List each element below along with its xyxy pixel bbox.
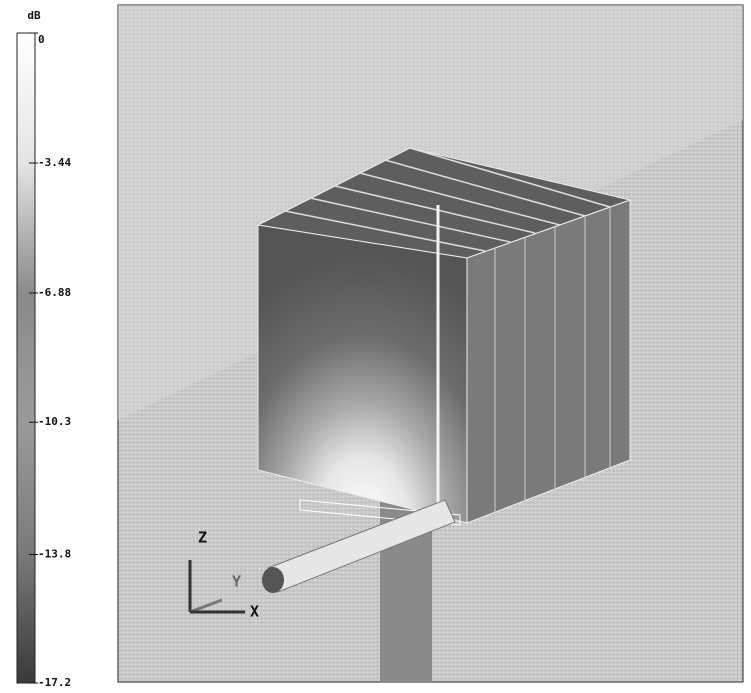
tick-label: -13.8 <box>38 548 71 561</box>
side-fins <box>494 207 611 513</box>
box-front <box>258 225 467 523</box>
tick-label: -3.44 <box>38 156 71 169</box>
viewport: Z Y X <box>117 4 744 683</box>
fins <box>284 147 611 252</box>
axis-label-z: Z <box>198 529 207 547</box>
box-front-edge <box>257 224 468 524</box>
tick-label: -6.88 <box>38 286 71 299</box>
colorbar <box>16 32 36 684</box>
tick-label: -10.3 <box>38 415 71 428</box>
axis-triad <box>188 560 245 614</box>
base-plate <box>299 499 461 526</box>
colorbar-ticks: 0 -3.44 -6.88 -10.3 -13.8 -17.2 <box>29 32 71 689</box>
tick-label: 0 <box>38 33 45 46</box>
colorbar-unit: dB <box>27 9 41 22</box>
tick-label: -17.2 <box>38 676 71 689</box>
axis-label-y: Y <box>232 573 241 591</box>
pipe-end <box>262 567 284 593</box>
axis-label-x: X <box>250 603 259 621</box>
